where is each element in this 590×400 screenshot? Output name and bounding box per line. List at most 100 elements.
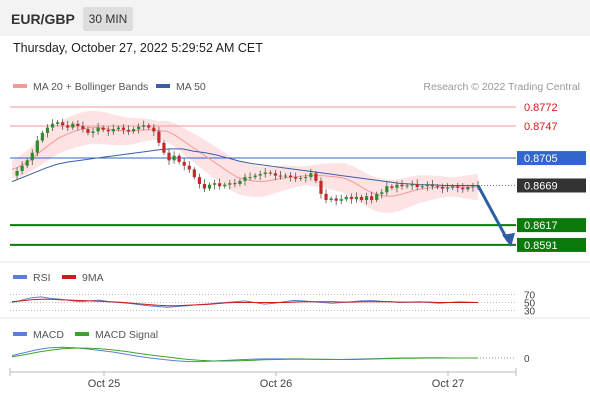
candle-down (359, 196, 364, 200)
candle-down (288, 175, 293, 178)
candle-up (228, 183, 232, 185)
candle-down (197, 177, 202, 184)
candle-down (157, 131, 161, 143)
legend-swatch-bb (13, 84, 27, 88)
candle-down (218, 183, 222, 187)
candle-up (364, 196, 369, 200)
legend-swatch-signal (75, 332, 89, 336)
candle-down (324, 193, 328, 200)
timeframe-button[interactable]: 30 MIN (83, 7, 133, 31)
candle-up (45, 127, 50, 133)
candle-down (334, 198, 338, 201)
forecast-arrow-shaft (476, 184, 510, 242)
legend-label-macd: MACD (33, 329, 64, 341)
candle-up (451, 186, 455, 188)
candle-down (294, 177, 298, 179)
candle-down (233, 183, 237, 185)
macd-tick-label: 0 (524, 354, 530, 365)
support-level-label: 0.8617 (524, 220, 558, 232)
candle-up (339, 199, 343, 201)
x-axis-ticks: Oct 25 Oct 26 Oct 27 (88, 372, 464, 390)
credit-label: Research © 2022 Trading Central (423, 81, 580, 93)
candle-up (446, 187, 450, 189)
candle-down (202, 183, 207, 189)
candle-down (167, 152, 171, 161)
candle-up (111, 129, 115, 132)
candle-up (35, 140, 39, 153)
forecast-arrow-head (502, 232, 515, 247)
candle-up (263, 172, 267, 175)
candle-up (40, 132, 44, 141)
candle-down (162, 142, 166, 153)
candle-up (385, 186, 389, 193)
legend-label-bb: MA 20 + Bollinger Bands (33, 81, 148, 93)
x-tick-label: Oct 26 (260, 378, 292, 390)
candle-down (66, 125, 70, 128)
candle-up (243, 177, 247, 181)
candle-down (314, 173, 318, 181)
candle-up (172, 155, 176, 161)
candle-up (375, 193, 379, 200)
resistance-level-label: 0.8747 (524, 121, 558, 133)
legend-label-rsi: RSI (33, 272, 51, 284)
candle-down (349, 196, 353, 200)
current-price-label: 0.8669 (524, 180, 558, 192)
legend-swatch-macd (13, 332, 27, 336)
candle-down (86, 129, 90, 133)
candle-down (456, 186, 460, 188)
candle-up (304, 177, 308, 179)
candle-up (395, 184, 399, 188)
candle-up (15, 171, 19, 176)
macd-line (11, 346, 478, 363)
candle-up (329, 198, 333, 200)
candle-up (137, 126, 141, 130)
ma50-line (11, 148, 478, 186)
candle-down (440, 187, 445, 189)
candle-up (420, 186, 424, 188)
candle-down (121, 127, 126, 130)
candle-up (299, 177, 303, 179)
candle-down (101, 127, 105, 130)
candle-up (213, 183, 217, 185)
candle-down (461, 187, 465, 190)
candle-up (258, 174, 262, 176)
rsi-tick-label: 30 (524, 307, 536, 318)
current-price-tag (517, 178, 586, 193)
candle-up (471, 186, 475, 188)
pair-title: EUR/GBP (11, 11, 75, 27)
legend-label-signal: MACD Signal (95, 329, 158, 341)
candle-up (283, 175, 288, 177)
candle-up (380, 192, 384, 194)
support-level-tag (517, 237, 586, 252)
top-bar: EUR/GBP 30 MIN (0, 0, 590, 36)
macd-signal-line (11, 347, 478, 362)
candle-down (147, 125, 151, 128)
candle-down (273, 173, 277, 176)
candle-up (354, 196, 359, 200)
candle-up (116, 127, 120, 130)
candle-up (96, 127, 100, 132)
legend-label-ma50: MA 50 (176, 81, 206, 93)
candle-up (71, 123, 75, 128)
pivot-level-label: 0.8705 (524, 153, 558, 165)
rsi-tick-label: 70 (524, 291, 536, 302)
candle-down (319, 180, 323, 194)
rsi-tick-label: 50 (524, 299, 536, 310)
candle-down (106, 129, 110, 132)
candle-down (430, 184, 435, 187)
candle-down (268, 172, 272, 174)
candle-up (20, 165, 24, 172)
candle-down (400, 184, 404, 187)
candle-down (192, 169, 196, 178)
candle-up (309, 173, 313, 178)
legend-swatch-rsi (13, 275, 27, 279)
timestamp: Thursday, October 27, 2022 5:29:52 AM CE… (13, 41, 263, 55)
candle-down (370, 196, 374, 200)
candle-down (152, 127, 156, 132)
candle-up (253, 175, 257, 178)
candle-down (76, 123, 80, 127)
candle-down (415, 183, 419, 188)
support-level-tag (517, 218, 586, 233)
